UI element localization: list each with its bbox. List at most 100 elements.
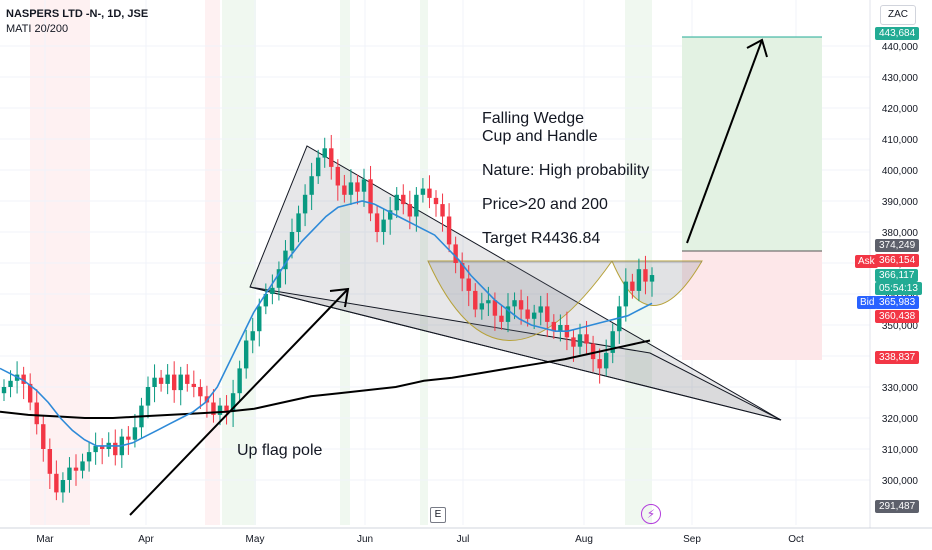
dividend-event-icon[interactable]: ⚡ <box>641 504 661 524</box>
candle-body <box>99 445 105 449</box>
y-tick-label: 330,000 <box>882 383 919 394</box>
candle-body <box>649 275 655 282</box>
candle-body <box>453 244 458 263</box>
candle-body <box>309 176 314 195</box>
candle-body <box>132 427 138 440</box>
x-tick-label: Aug <box>575 534 593 545</box>
candle-body <box>250 331 255 341</box>
candle-body <box>466 278 471 291</box>
last-price-tag: 366,117 <box>875 269 919 282</box>
candle-body <box>617 306 622 332</box>
candle-body <box>342 185 347 195</box>
candle-body <box>152 377 157 387</box>
candle-body <box>73 467 79 471</box>
target-arrow[interactable] <box>686 38 768 244</box>
candle-body <box>191 383 197 387</box>
candle-body <box>610 331 615 353</box>
high-mark-tag: 374,249 <box>875 239 920 252</box>
candle-body <box>329 148 334 167</box>
annotation-pattern1: Falling Wedge <box>482 110 584 127</box>
candle-body <box>165 374 170 384</box>
bid-label: Bid <box>857 296 878 309</box>
handle-shape[interactable] <box>611 260 703 306</box>
candle-body <box>531 312 537 319</box>
annotation-target: Target R4436.84 <box>482 230 601 247</box>
candle-body <box>525 309 530 319</box>
candle-body <box>407 204 413 217</box>
candle-body <box>86 452 92 462</box>
candle-body <box>224 405 229 412</box>
candle-body <box>67 467 72 480</box>
falling-wedge-lower[interactable] <box>249 286 782 421</box>
stop-loss-zone[interactable] <box>682 251 822 360</box>
y-tick-label: 350,000 <box>882 321 919 332</box>
candles[interactable] <box>1 134 655 503</box>
annotation-nature: Nature: High probability <box>482 162 650 179</box>
candle-body <box>433 197 439 205</box>
ma200-line[interactable] <box>0 339 651 419</box>
annotation-condition: Price>20 and 200 <box>482 196 608 213</box>
y-tick-label: 400,000 <box>882 166 919 177</box>
candle-body <box>473 290 478 310</box>
candle-body <box>551 321 557 332</box>
candle-body <box>387 210 393 220</box>
candle-body <box>630 281 635 291</box>
candle-body <box>302 194 308 214</box>
y-tick-label: 360,000 <box>882 290 919 301</box>
candle-body <box>289 232 295 251</box>
candle-body <box>505 306 511 322</box>
candle-body <box>171 374 177 391</box>
candle-body <box>80 461 85 471</box>
y-tick-label: 420,000 <box>882 104 919 115</box>
x-tick-label: Jul <box>457 534 470 545</box>
candle-body <box>93 445 98 453</box>
candle-body <box>545 306 550 322</box>
ma20-line[interactable] <box>0 200 653 447</box>
ask-price-tag: 366,154 <box>875 254 920 267</box>
candle-body <box>427 188 432 198</box>
candle-body <box>335 166 341 186</box>
symbol-title[interactable]: NASPERS LTD -N-, 1D, JSE <box>6 8 149 20</box>
candle-body <box>584 334 589 344</box>
candle-body <box>348 182 354 195</box>
y-tick-label: 410,000 <box>882 135 919 146</box>
y-tick-label: 380,000 <box>882 228 919 239</box>
candle-body <box>361 179 367 192</box>
candle-body <box>440 204 445 217</box>
candle-body <box>355 182 360 192</box>
candle-body <box>230 393 236 412</box>
candle-body <box>158 377 164 384</box>
y-tick-label: 390,000 <box>882 197 919 208</box>
candle-body <box>590 343 596 360</box>
y-tick-label: 430,000 <box>882 73 919 84</box>
candle-body <box>27 383 33 403</box>
indicator-legend[interactable]: MATI 20/200 <box>6 23 69 35</box>
currency-button[interactable]: ZAC <box>880 5 916 25</box>
candle-body <box>636 269 642 291</box>
candle-body <box>492 300 498 316</box>
ma-fast-tag: 360,438 <box>875 310 920 323</box>
target-price-tag: 443,684 <box>875 27 920 40</box>
stop-price-tag: 338,837 <box>875 351 920 364</box>
candle-body <box>499 315 504 322</box>
candle-body <box>145 387 151 406</box>
bid-price-tag: 365,983 <box>875 296 920 309</box>
candle-body <box>558 325 563 332</box>
candle-body <box>263 294 269 307</box>
candle-body <box>198 387 203 397</box>
time-axis[interactable]: Mar Apr May Jun Jul Aug Sep Oct <box>0 527 932 545</box>
candle-body <box>571 337 576 347</box>
candle-body <box>34 402 39 425</box>
y-tick-label: 440,000 <box>882 42 919 53</box>
candle-body <box>479 303 485 310</box>
grid-lines <box>0 0 870 525</box>
target-profit-zone[interactable] <box>682 37 822 251</box>
candle-body <box>211 402 216 415</box>
cup-rim-band <box>428 261 702 263</box>
candle-body <box>394 194 399 211</box>
candle-body <box>538 306 543 313</box>
candle-body <box>381 219 386 232</box>
earnings-event-icon[interactable]: E <box>430 507 446 523</box>
flag-pole-arrow[interactable] <box>129 287 350 516</box>
